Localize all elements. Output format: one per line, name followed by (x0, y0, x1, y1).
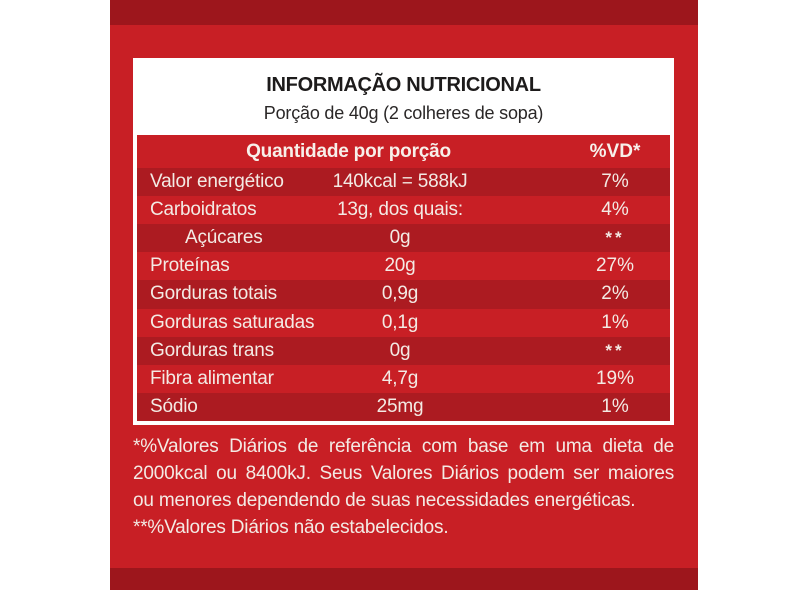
nutrient-dv: ** (605, 340, 625, 360)
nutrient-amount: 0,9g (381, 283, 419, 305)
column-header-quantity: Quantidade por porção (246, 140, 451, 162)
nutrient-name: Proteínas (150, 255, 230, 277)
table-row: Sódio 25mg 1% (137, 392, 670, 421)
nutrient-name: Gorduras trans (150, 339, 274, 361)
nutrient-name: Fibra alimentar (150, 367, 274, 389)
table-title-area: INFORMAÇÃO NUTRICIONAL Porção de 40g (2 … (137, 62, 670, 135)
nutrient-amount: 4,7g (381, 367, 419, 389)
nutrient-dv: 1% (601, 395, 629, 417)
table-row: Gorduras trans 0g ** (137, 336, 670, 365)
table-row: Carboidratos 13g, dos quais: 4% (137, 196, 670, 224)
nutrient-dv: ** (605, 228, 625, 248)
nutrient-dv: 27% (595, 255, 635, 277)
nutrient-name: Sódio (150, 395, 198, 417)
nutrient-name: Carboidratos (150, 199, 257, 221)
nutrient-amount: 25mg (376, 395, 424, 417)
nutrient-dv: 1% (601, 311, 629, 333)
nutrient-amount: 13g, dos quais: (337, 199, 463, 221)
nutrient-name: Valor energético (150, 171, 284, 193)
footnote-line: *%Valores Diários de referência com base… (133, 436, 674, 457)
nutrient-dv: 19% (595, 367, 635, 389)
table-row: Gorduras totais 0,9g 2% (137, 280, 670, 309)
column-header-bar: Quantidade por porção %VD* (137, 135, 670, 168)
table-row: Gorduras saturadas 0,1g 1% (137, 309, 670, 337)
nutrient-rows: Valor energético 140kcal = 588kJ 7% Carb… (137, 168, 670, 421)
footnote-line: 2000kcal ou 8400kJ. Seus Valores Diários… (133, 463, 674, 484)
table-row: Açúcares 0g ** (137, 224, 670, 253)
column-header-dv: %VD* (589, 140, 641, 162)
serving-size: Porção de 40g (2 colheres de sopa) (263, 102, 544, 123)
nutrient-amount: 20g (384, 255, 416, 277)
nutrition-panel: INFORMAÇÃO NUTRICIONAL Porção de 40g (2 … (110, 0, 698, 590)
nutrient-name: Gorduras totais (150, 283, 277, 305)
footnote-line: **%Valores Diários não estabelecidos. (133, 517, 449, 538)
footnote-line: ou menores dependendo de suas necessidad… (133, 490, 636, 511)
nutrient-dv: 7% (601, 171, 629, 193)
table-row: Fibra alimentar 4,7g 19% (137, 365, 670, 393)
footnote: *%Valores Diários de referência com base… (133, 433, 674, 541)
nutrient-amount: 0,1g (381, 311, 419, 333)
nutrition-table: INFORMAÇÃO NUTRICIONAL Porção de 40g (2 … (133, 58, 674, 425)
nutrient-amount: 140kcal = 588kJ (332, 171, 468, 193)
table-title: INFORMAÇÃO NUTRICIONAL (266, 73, 541, 96)
nutrient-name: Gorduras saturadas (150, 311, 315, 333)
nutrient-name: Açúcares (185, 227, 263, 249)
table-row: Valor energético 140kcal = 588kJ 7% (137, 168, 670, 197)
table-row: Proteínas 20g 27% (137, 252, 670, 280)
nutrient-amount: 0g (389, 227, 411, 249)
nutrient-amount: 0g (389, 339, 411, 361)
nutrient-dv: 2% (601, 283, 629, 305)
nutrient-dv: 4% (601, 199, 629, 221)
